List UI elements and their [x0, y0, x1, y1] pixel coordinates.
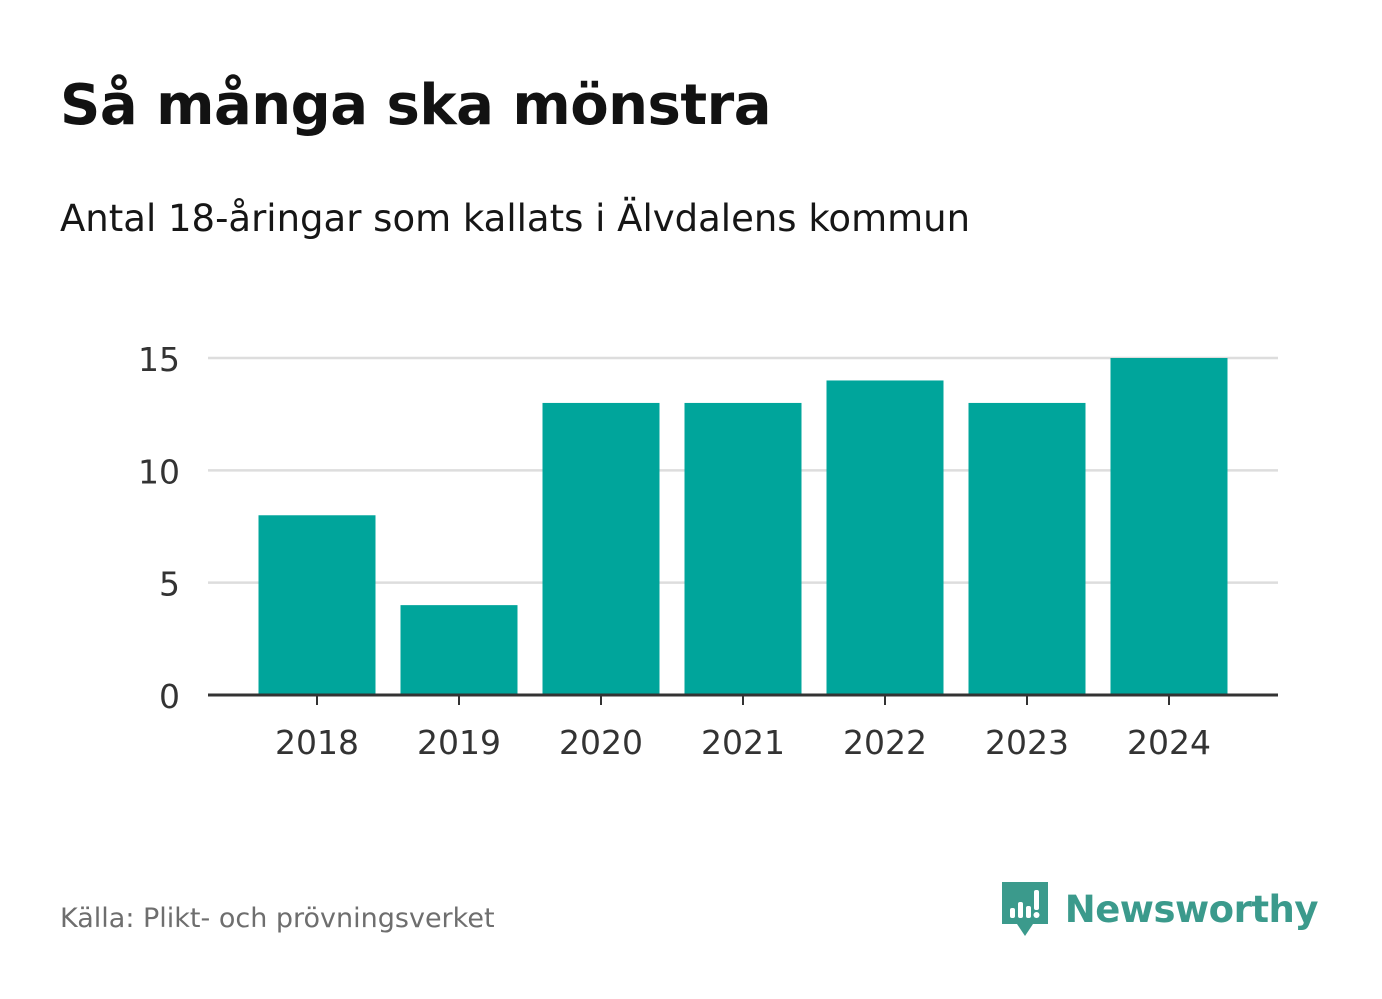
bar-2024	[1110, 358, 1228, 695]
y-tick-label-5: 5	[159, 565, 180, 604]
source-note: Källa: Plikt- och prövningsverket	[60, 903, 495, 934]
x-tick-label-2018: 2018	[275, 723, 359, 762]
brand: Newsworthy	[999, 880, 1319, 940]
x-tick-label-2021: 2021	[701, 723, 785, 762]
x-tick-label-2024: 2024	[1127, 723, 1211, 762]
x-tick-label-2023: 2023	[985, 723, 1069, 762]
chart-subtitle: Antal 18-åringar som kallats i Älvdalens…	[60, 197, 971, 240]
y-tick-label-10: 10	[138, 452, 180, 491]
x-tick-label-2022: 2022	[843, 723, 927, 762]
bar-2023	[968, 402, 1086, 695]
tick-labels: 0 5 10 15 2018 2019 2020 2021 2022 2023 2024	[138, 340, 1211, 762]
bar-2021	[684, 402, 802, 695]
bars	[258, 358, 1228, 695]
brand-name: Newsworthy	[1064, 888, 1319, 931]
bar-2020	[542, 402, 660, 695]
x-tick-label-2020: 2020	[559, 723, 643, 762]
bar-chart: 0 5 10 15 2018 2019 2020 2021 2022 2023 2024	[138, 340, 1278, 762]
y-tick-label-0: 0	[159, 677, 180, 716]
x-tick-label-2019: 2019	[417, 723, 501, 762]
axes	[208, 693, 1278, 705]
newsworthy-logo-icon	[1001, 882, 1048, 936]
chart-title: Så många ska mönstra	[60, 73, 772, 138]
bar-2018	[258, 515, 376, 695]
bar-2022	[826, 380, 944, 695]
y-tick-label-15: 15	[138, 340, 180, 379]
bar-2019	[400, 605, 518, 695]
